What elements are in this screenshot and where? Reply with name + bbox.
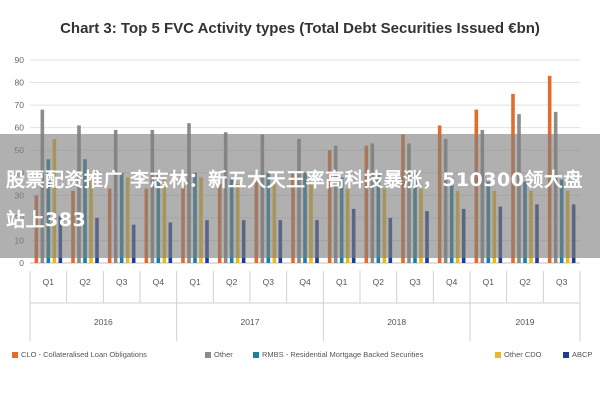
legend-swatch bbox=[12, 352, 18, 358]
year-label: 2018 bbox=[387, 317, 406, 327]
year-label: 2017 bbox=[241, 317, 260, 327]
legend-label: CLO - Collateralised Loan Obligations bbox=[21, 350, 147, 359]
x-tick-label: Q4 bbox=[299, 277, 311, 287]
x-tick-label: Q1 bbox=[43, 277, 55, 287]
legend-label: ABCP bbox=[572, 350, 592, 359]
y-tick-label: 0 bbox=[19, 258, 24, 268]
overlay-headline: 股票配资推广 李志林：新五大天王率高科技暴涨，510300领大盘站上383 bbox=[6, 169, 583, 231]
x-tick-label: Q3 bbox=[116, 277, 128, 287]
legend-swatch bbox=[253, 352, 259, 358]
y-tick-label: 70 bbox=[15, 100, 25, 110]
y-tick-label: 90 bbox=[15, 55, 25, 65]
chart-title: Chart 3: Top 5 FVC Activity types (Total… bbox=[60, 20, 540, 37]
x-tick-label: Q1 bbox=[336, 277, 348, 287]
legend-swatch bbox=[205, 352, 211, 358]
x-tick-label: Q3 bbox=[263, 277, 275, 287]
x-tick-label: Q4 bbox=[153, 277, 165, 287]
y-tick-label: 80 bbox=[15, 78, 25, 88]
x-tick-label: Q2 bbox=[519, 277, 531, 287]
x-tick-label: Q2 bbox=[373, 277, 385, 287]
x-axis: Q1 Q2 Q3 Q4 Q1 Q2 Q3 Q4 Q1 Q2 Q3 Q4 Q1 Q2 Q3 2016 2017 20… bbox=[29, 271, 581, 341]
y-tick-label: 60 bbox=[15, 123, 25, 133]
year-label: 2019 bbox=[516, 317, 535, 327]
legend: CLO - Collateralised Loan Obligations Oth… bbox=[12, 350, 592, 359]
legend-swatch bbox=[495, 352, 501, 358]
legend-label: Other bbox=[214, 350, 233, 359]
x-tick-label: Q2 bbox=[226, 277, 238, 287]
x-tick-label: Q3 bbox=[556, 277, 568, 287]
x-tick-label: Q4 bbox=[446, 277, 458, 287]
x-tick-label: Q2 bbox=[79, 277, 91, 287]
legend-label: Other CDO bbox=[504, 350, 542, 359]
x-tick-label: Q1 bbox=[483, 277, 495, 287]
x-tick-label: Q3 bbox=[409, 277, 421, 287]
legend-swatch bbox=[563, 352, 569, 358]
x-tick-label: Q1 bbox=[189, 277, 201, 287]
year-label: 2016 bbox=[94, 317, 113, 327]
legend-label: RMBS - Residential Mortgage Backed Secur… bbox=[262, 350, 424, 359]
overlay-banner bbox=[0, 134, 600, 258]
